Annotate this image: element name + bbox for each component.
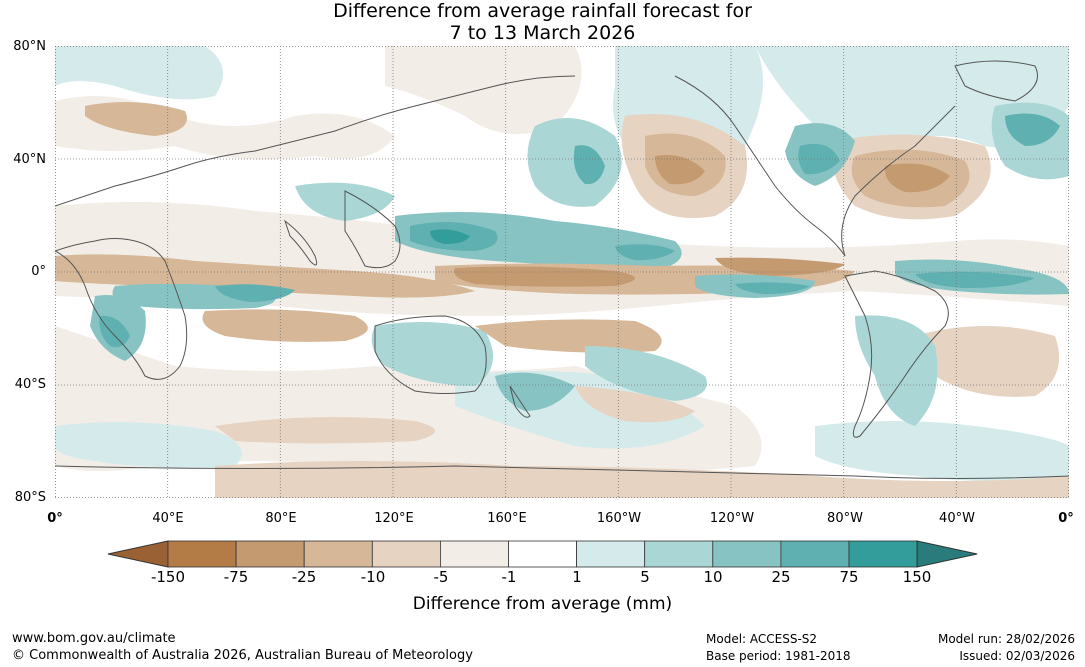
colorbar-label: -1 xyxy=(501,568,517,586)
new-zealand-coast xyxy=(509,385,531,418)
wet-core xyxy=(215,284,295,302)
dry-core xyxy=(454,266,635,287)
south-america-coast xyxy=(844,270,949,438)
colorbar-label: -150 xyxy=(150,568,186,586)
lat-label-equator: 0° xyxy=(31,264,46,279)
north-america-west-coast xyxy=(674,75,846,257)
lon-label-120e: 120°E xyxy=(374,511,414,526)
copyright-text: © Commonwealth of Australia 2026, Austra… xyxy=(12,648,473,663)
colorbar-segment xyxy=(439,540,509,568)
model-text: Model: ACCESS-S2 xyxy=(706,632,818,646)
australia-coast xyxy=(374,315,487,394)
wet-core xyxy=(99,315,130,348)
colorbar-label: 1 xyxy=(572,568,582,586)
wet-core xyxy=(573,145,605,185)
dry-region xyxy=(215,417,435,444)
dry-region xyxy=(915,326,1060,397)
colorbar-segment xyxy=(303,540,373,568)
wet-region xyxy=(585,346,707,401)
lat-label-40s: 40°S xyxy=(14,377,46,392)
colorbar-segment xyxy=(508,540,577,568)
lat-label-80n: 80°N xyxy=(13,39,46,54)
dry-core xyxy=(655,155,705,185)
wet-core xyxy=(430,229,470,244)
colorbar xyxy=(107,540,978,568)
wet-core xyxy=(615,244,675,261)
wet-light-region xyxy=(55,46,223,100)
dry-band xyxy=(55,254,475,298)
africa-coast xyxy=(55,238,188,380)
colorbar-segment xyxy=(712,540,782,568)
dry-core xyxy=(715,257,845,276)
issued-text: Issued: 02/03/2026 xyxy=(959,649,1075,663)
colorbar-segment xyxy=(167,540,237,568)
colorbar-label: 25 xyxy=(771,568,791,586)
dry-region xyxy=(202,309,368,342)
lon-label-40w: 40°W xyxy=(939,511,975,526)
graticule xyxy=(55,46,1069,498)
dry-core xyxy=(884,163,950,193)
colorbar-label: 5 xyxy=(640,568,650,586)
coastlines xyxy=(55,60,1069,479)
website-text: www.bom.gov.au/climate xyxy=(12,631,176,646)
dry-region xyxy=(215,461,1069,498)
india-coast xyxy=(284,219,318,266)
model-run-text: Model run: 28/02/2026 xyxy=(937,632,1075,646)
north-america-east-coast xyxy=(841,105,956,257)
colorbar-label: -5 xyxy=(433,568,449,586)
southeast-asia-coast xyxy=(344,190,401,269)
lat-label-40n: 40°N xyxy=(13,152,46,167)
dry-region xyxy=(575,386,695,423)
lon-label-80e: 80°E xyxy=(265,511,297,526)
dry-light-region xyxy=(385,46,582,134)
lon-label-40e: 40°E xyxy=(152,511,184,526)
colorbar-segment xyxy=(644,540,714,568)
colorbar-label: 150 xyxy=(902,568,932,586)
wet-light-region xyxy=(755,46,1069,149)
strong-anomaly-layer xyxy=(99,113,1060,348)
title-line-1: Difference from average rainfall forecas… xyxy=(333,0,752,22)
lon-label-160w: 160°W xyxy=(596,511,642,526)
colorbar-extend-wet xyxy=(916,540,978,568)
eurasia-coast xyxy=(55,75,576,207)
colorbar-segment xyxy=(576,540,646,568)
lon-label-160e: 160°E xyxy=(487,511,527,526)
colorbar-label: -75 xyxy=(223,568,249,586)
wet-region xyxy=(855,315,938,426)
lon-label-360: 0° xyxy=(1058,511,1074,526)
colorbar-segment xyxy=(848,540,918,568)
lat-label-80s: 80°S xyxy=(14,490,46,505)
lon-label-0: 0° xyxy=(47,511,63,526)
wet-region xyxy=(495,372,575,411)
colorbar-segment xyxy=(780,540,850,568)
lon-label-80w: 80°W xyxy=(827,511,863,526)
wet-light-region xyxy=(55,422,242,468)
map-title: Difference from average rainfall forecas… xyxy=(0,0,1085,44)
colorbar-label: 10 xyxy=(703,568,723,586)
dry-region xyxy=(475,319,662,353)
title-line-2: 7 to 13 March 2026 xyxy=(449,22,636,44)
antarctica-coast xyxy=(55,465,1069,479)
greenland-coast xyxy=(954,60,1038,102)
colorbar-segment xyxy=(371,540,441,568)
map-canvas xyxy=(55,46,1069,498)
wet-core xyxy=(798,143,840,175)
rainfall-anomaly-map xyxy=(55,46,1069,498)
wet-core xyxy=(1005,113,1060,146)
dry-region xyxy=(85,102,187,136)
colorbar-segment xyxy=(235,540,305,568)
wet-region xyxy=(371,322,493,386)
colorbar-label: 75 xyxy=(839,568,859,586)
colorbar-title: Difference from average (mm) xyxy=(412,594,673,614)
base-period-text: Base period: 1981-2018 xyxy=(706,649,851,663)
colorbar-label: -10 xyxy=(360,568,386,586)
colorbar-label: -25 xyxy=(291,568,317,586)
colorbar-extend-dry xyxy=(107,540,169,568)
wet-core xyxy=(735,282,810,294)
wet-core xyxy=(915,271,1035,288)
lon-label-120w: 120°W xyxy=(709,511,755,526)
wet-light-region xyxy=(815,421,1069,481)
